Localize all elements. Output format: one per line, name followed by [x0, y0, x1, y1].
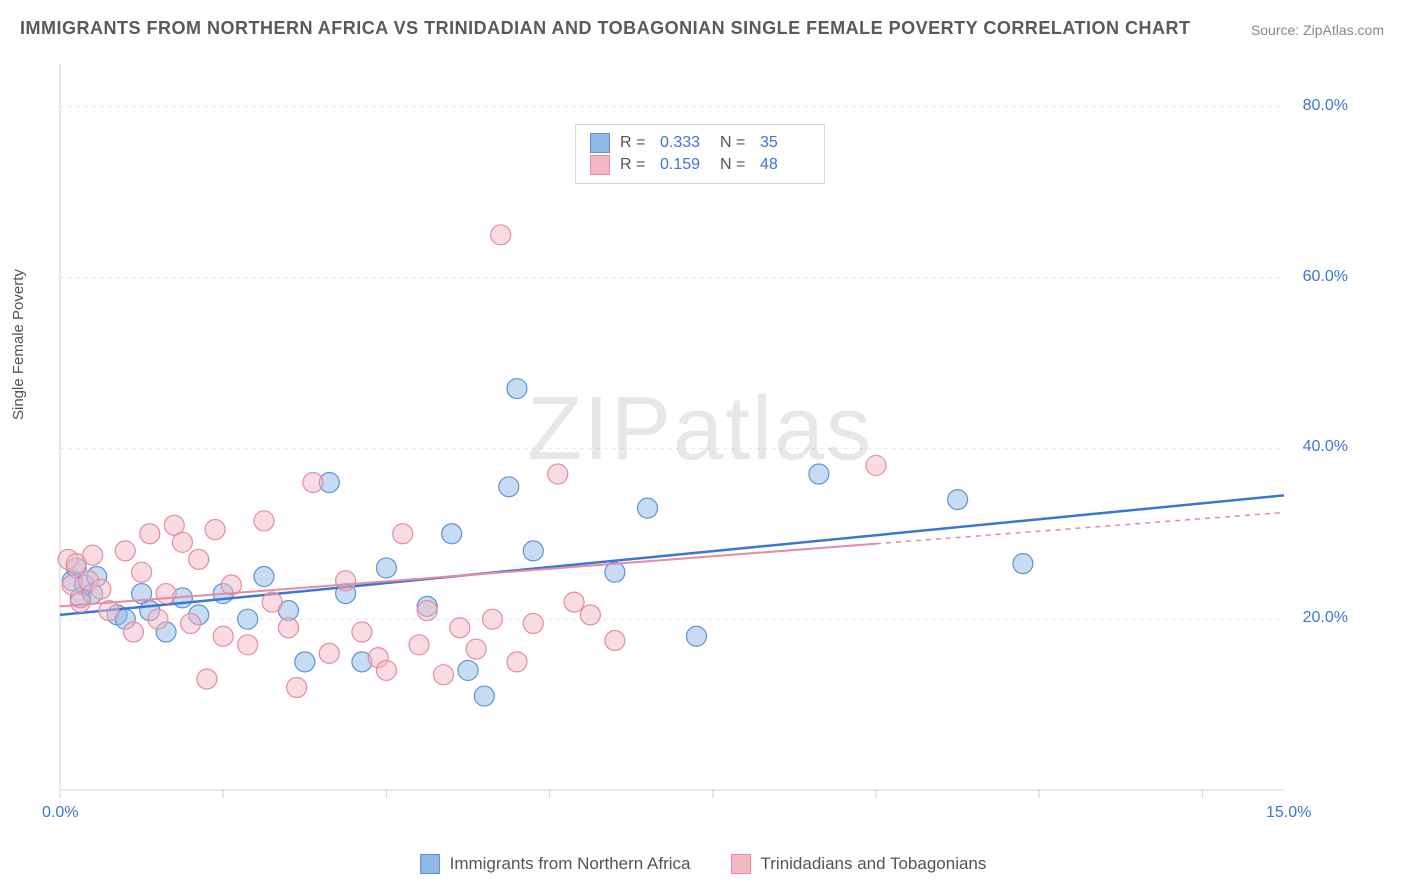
r-label: R = [620, 156, 650, 174]
x-tick-label: 0.0% [42, 804, 78, 822]
x-tick-label: 15.0% [1266, 804, 1311, 822]
n-label: N = [720, 134, 750, 152]
y-tick-label: 20.0% [1303, 609, 1348, 627]
series-name: Immigrants from Northern Africa [450, 854, 691, 874]
r-label: R = [620, 134, 650, 152]
y-tick-label: 80.0% [1303, 97, 1348, 115]
swatch-icon [420, 854, 440, 874]
y-axis-label: Single Female Poverty [10, 269, 27, 420]
chart-title: IMMIGRANTS FROM NORTHERN AFRICA VS TRINI… [20, 18, 1191, 39]
y-tick-label: 60.0% [1303, 268, 1348, 286]
r-value: 0.333 [660, 134, 710, 152]
legend-item-series-a: Immigrants from Northern Africa [420, 854, 691, 874]
legend-row-series-a: R = 0.333 N = 35 [590, 133, 810, 153]
n-value: 35 [760, 134, 810, 152]
n-label: N = [720, 156, 750, 174]
series-name: Trinidadians and Tobagonians [761, 854, 987, 874]
source-attribution: Source: ZipAtlas.com [1251, 22, 1384, 38]
n-value: 48 [760, 156, 810, 174]
legend-row-series-b: R = 0.159 N = 48 [590, 155, 810, 175]
swatch-icon [590, 155, 610, 175]
swatch-icon [590, 133, 610, 153]
correlation-legend: R = 0.333 N = 35 R = 0.159 N = 48 [575, 124, 825, 184]
series-legend: Immigrants from Northern Africa Trinidad… [0, 854, 1406, 874]
swatch-icon [731, 854, 751, 874]
r-value: 0.159 [660, 156, 710, 174]
chart-plot-area: ZIPatlas R = 0.333 N = 35 R = 0.159 N = … [56, 60, 1344, 820]
y-tick-label: 40.0% [1303, 438, 1348, 456]
legend-item-series-b: Trinidadians and Tobagonians [731, 854, 987, 874]
